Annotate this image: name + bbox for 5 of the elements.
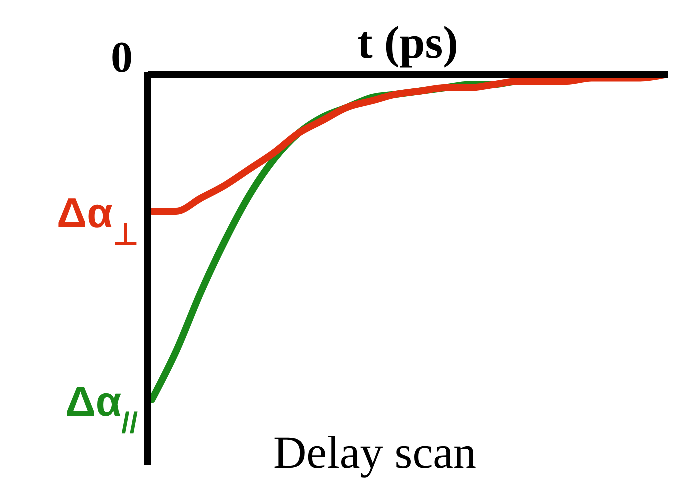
x-axis-title: t (ps) [358, 17, 458, 68]
series-label: Δα$_{//}$ [66, 378, 138, 440]
series-label: Δα$_{⊥}$ [56, 190, 138, 251]
text: 0 [111, 33, 133, 82]
text: Delay scan [273, 427, 477, 478]
